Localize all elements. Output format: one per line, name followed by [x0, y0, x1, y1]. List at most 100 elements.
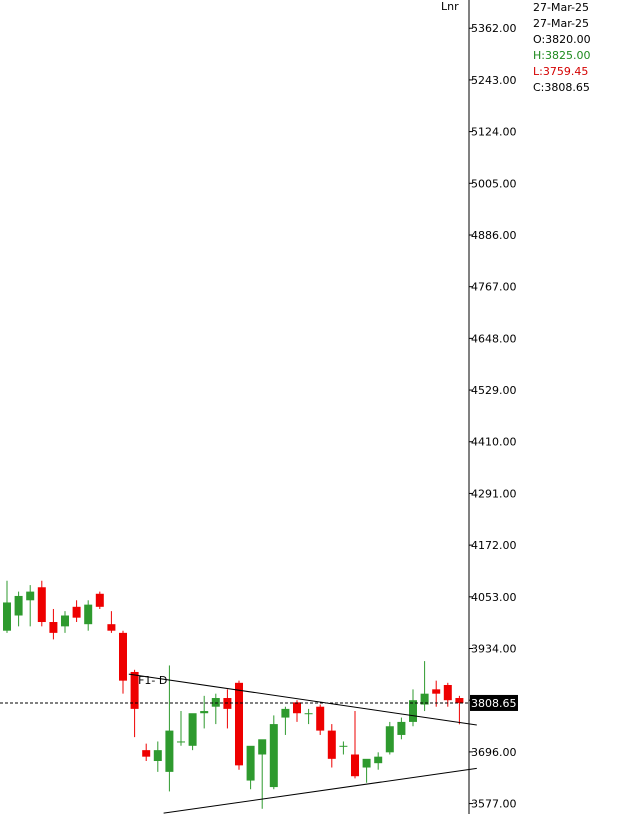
y-tick-label: 5243.00: [471, 74, 517, 87]
candle: [223, 689, 232, 729]
candle: [269, 715, 278, 790]
ohlc-close: C:3808.65: [533, 81, 590, 94]
ohlc-panel: 27-Mar-25 27-Mar-25 O:3820.00 H:3825.00 …: [533, 0, 591, 96]
candle-body: [200, 711, 209, 714]
candle: [304, 708, 313, 725]
last-price-tag: 3808.65: [470, 694, 518, 711]
candle: [130, 669, 139, 738]
candle-body: [293, 702, 301, 714]
ohlc-open: O:3820.00: [533, 33, 591, 46]
candle-body: [455, 698, 464, 703]
candle-body: [61, 615, 69, 627]
candle: [293, 700, 301, 722]
y-tick-label: 3577.00: [471, 798, 517, 811]
candle: [72, 600, 81, 623]
candle: [142, 743, 151, 762]
candle: [49, 608, 58, 640]
y-tick-label: 4172.00: [471, 539, 517, 552]
candle-body: [385, 726, 394, 753]
y-tick-label: 5124.00: [471, 126, 517, 139]
candle-body: [84, 604, 93, 625]
candle-body: [281, 708, 290, 718]
candles-layer: [3, 580, 464, 809]
y-tick-label: 5005.00: [471, 177, 517, 190]
candle: [385, 721, 394, 755]
y-tick-label: 3696.00: [471, 746, 517, 759]
y-tick-label: 3934.00: [471, 643, 517, 656]
candle-body: [165, 730, 174, 772]
candle-body: [246, 745, 255, 781]
candle-body: [327, 730, 336, 759]
ohlc-high: H:3825.00: [533, 49, 591, 62]
trendline-label: F1- D: [138, 674, 167, 687]
candle-body: [316, 706, 325, 731]
candle-body: [49, 622, 58, 633]
candle-body: [119, 632, 127, 681]
candle-body: [153, 750, 162, 762]
candle: [281, 706, 290, 735]
candle-body: [420, 693, 429, 705]
ohlc-date-2: 27-Mar-25: [533, 17, 589, 30]
candle: [339, 741, 348, 755]
candle: [200, 695, 209, 729]
candle: [26, 585, 35, 627]
candle-body: [269, 724, 278, 788]
candle: [374, 752, 383, 770]
candle-body: [26, 591, 35, 601]
candle-body: [443, 684, 452, 701]
candle: [432, 680, 441, 707]
ohlc-date-1: 27-Mar-25: [533, 1, 589, 14]
candle-body: [351, 754, 359, 777]
y-tick-label: 4410.00: [471, 436, 517, 449]
y-tick-label: 4767.00: [471, 281, 517, 294]
last-price-tag-bg: [470, 694, 518, 711]
candle: [246, 745, 255, 790]
candle: [84, 600, 93, 631]
candle-body: [95, 593, 104, 607]
candle-body: [37, 587, 46, 623]
candle-body: [432, 689, 441, 694]
candle-body: [177, 741, 185, 743]
y-tick-label: 4648.00: [471, 332, 517, 345]
candle: [351, 711, 359, 779]
last-price-tag-text: 3808.65: [471, 697, 517, 710]
y-tick-label: 5362.00: [471, 22, 517, 35]
candle-body: [107, 624, 116, 631]
candle-body: [130, 671, 139, 709]
candle: [327, 724, 336, 768]
candle-body: [409, 700, 417, 722]
candle: [165, 665, 174, 792]
candle: [177, 711, 185, 746]
ohlc-low: L:3759.45: [533, 65, 589, 78]
candle-body: [374, 756, 383, 764]
candle-body: [211, 698, 220, 707]
trendline: [128, 673, 477, 726]
candle: [455, 695, 464, 725]
candle: [258, 739, 267, 809]
candle: [3, 580, 11, 633]
candle: [211, 693, 220, 725]
candle-body: [142, 750, 151, 757]
candle-body: [72, 606, 81, 618]
candle: [37, 580, 46, 627]
candle: [397, 717, 406, 740]
y-tick-label: 4291.00: [471, 487, 517, 500]
candle: [95, 591, 104, 609]
candle: [119, 630, 127, 694]
trendlines-layer: [128, 673, 477, 814]
candle-body: [339, 745, 348, 747]
y-tick-label: 4529.00: [471, 384, 517, 397]
y-tick-label: 4053.00: [471, 591, 517, 604]
candle: [235, 680, 243, 770]
trendline: [163, 767, 477, 814]
candle: [14, 591, 23, 627]
candle-body: [3, 602, 11, 631]
candle-body: [188, 713, 197, 746]
candle-body: [14, 595, 23, 616]
candle: [362, 758, 371, 783]
candle-body: [397, 721, 406, 735]
candle: [61, 611, 69, 633]
candle: [409, 689, 417, 727]
candle: [420, 661, 429, 712]
